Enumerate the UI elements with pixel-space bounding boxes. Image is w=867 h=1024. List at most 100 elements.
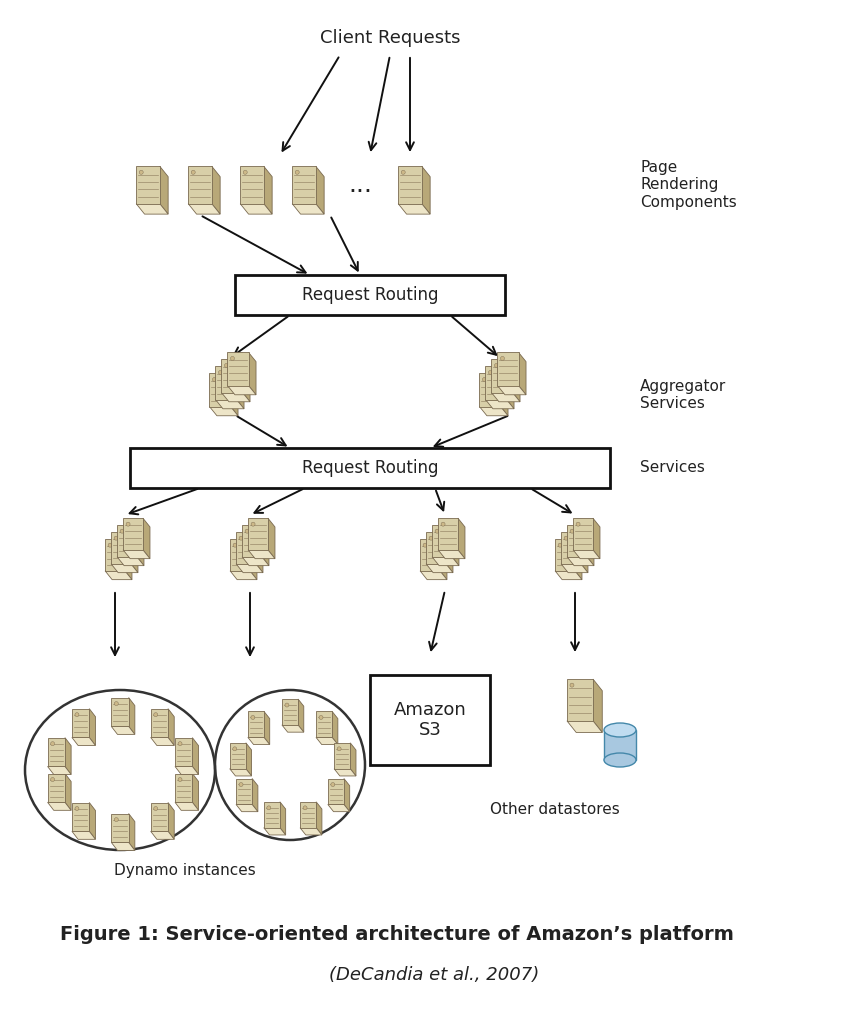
- Polygon shape: [426, 532, 446, 564]
- Polygon shape: [438, 518, 458, 550]
- Text: Request Routing: Request Routing: [302, 286, 438, 304]
- Circle shape: [178, 741, 182, 745]
- Polygon shape: [316, 802, 322, 835]
- Polygon shape: [111, 564, 138, 572]
- Circle shape: [251, 522, 255, 526]
- Circle shape: [337, 746, 341, 751]
- Polygon shape: [48, 737, 65, 767]
- Text: Other datastores: Other datastores: [490, 803, 620, 817]
- Polygon shape: [111, 697, 128, 726]
- Polygon shape: [117, 525, 137, 557]
- Polygon shape: [175, 737, 192, 767]
- Circle shape: [435, 529, 439, 534]
- Polygon shape: [192, 773, 199, 810]
- Circle shape: [429, 537, 434, 541]
- Polygon shape: [506, 367, 514, 409]
- Polygon shape: [452, 525, 459, 565]
- Circle shape: [75, 713, 79, 717]
- Circle shape: [126, 522, 130, 526]
- Polygon shape: [573, 550, 600, 559]
- Circle shape: [153, 713, 158, 717]
- Circle shape: [245, 529, 249, 534]
- Polygon shape: [486, 399, 514, 409]
- Circle shape: [232, 746, 237, 751]
- Polygon shape: [111, 726, 135, 734]
- Circle shape: [267, 806, 271, 810]
- Polygon shape: [216, 399, 244, 409]
- Circle shape: [233, 543, 237, 547]
- Circle shape: [114, 701, 118, 706]
- Polygon shape: [300, 827, 322, 835]
- Circle shape: [251, 716, 255, 720]
- Polygon shape: [65, 737, 71, 774]
- Polygon shape: [498, 352, 518, 386]
- Polygon shape: [268, 518, 275, 559]
- Polygon shape: [567, 721, 603, 732]
- Polygon shape: [168, 709, 174, 745]
- Polygon shape: [216, 367, 237, 399]
- Circle shape: [500, 356, 505, 360]
- Polygon shape: [316, 712, 332, 737]
- Polygon shape: [111, 843, 135, 850]
- Polygon shape: [192, 737, 199, 774]
- Polygon shape: [250, 540, 257, 580]
- Polygon shape: [151, 737, 174, 745]
- Circle shape: [482, 378, 486, 382]
- Polygon shape: [123, 550, 150, 559]
- Circle shape: [494, 364, 499, 368]
- Polygon shape: [111, 814, 128, 843]
- Polygon shape: [492, 359, 512, 392]
- Polygon shape: [561, 564, 588, 572]
- Polygon shape: [227, 352, 249, 386]
- Polygon shape: [432, 557, 459, 565]
- Text: Figure 1: Service-oriented architecture of Amazon’s platform: Figure 1: Service-oriented architecture …: [60, 926, 733, 944]
- Circle shape: [192, 170, 195, 174]
- Circle shape: [225, 364, 229, 368]
- Ellipse shape: [604, 723, 636, 737]
- Polygon shape: [212, 166, 220, 214]
- Polygon shape: [48, 803, 71, 810]
- Polygon shape: [298, 699, 303, 732]
- Polygon shape: [492, 392, 520, 401]
- Polygon shape: [344, 778, 349, 812]
- Polygon shape: [105, 540, 125, 570]
- Polygon shape: [72, 831, 95, 840]
- Circle shape: [488, 371, 492, 375]
- Polygon shape: [252, 778, 257, 812]
- Polygon shape: [137, 525, 144, 565]
- Polygon shape: [420, 570, 447, 580]
- Polygon shape: [128, 697, 135, 734]
- Polygon shape: [249, 352, 256, 395]
- Polygon shape: [421, 166, 430, 214]
- Polygon shape: [65, 773, 71, 810]
- Polygon shape: [292, 204, 324, 214]
- Polygon shape: [567, 557, 594, 565]
- Circle shape: [212, 378, 217, 382]
- Polygon shape: [587, 525, 594, 565]
- Polygon shape: [486, 367, 506, 399]
- Polygon shape: [438, 550, 465, 559]
- Polygon shape: [72, 709, 89, 737]
- Polygon shape: [561, 532, 581, 564]
- Circle shape: [218, 371, 223, 375]
- Polygon shape: [240, 204, 272, 214]
- Polygon shape: [221, 392, 250, 401]
- Ellipse shape: [604, 753, 636, 767]
- Polygon shape: [575, 540, 582, 580]
- Bar: [604, 730, 636, 760]
- Polygon shape: [175, 803, 199, 810]
- Polygon shape: [573, 518, 593, 550]
- Polygon shape: [248, 737, 270, 744]
- Circle shape: [178, 777, 182, 781]
- Polygon shape: [210, 374, 231, 407]
- Circle shape: [114, 537, 118, 541]
- Polygon shape: [300, 802, 316, 827]
- Polygon shape: [292, 166, 316, 204]
- Circle shape: [576, 522, 580, 526]
- Polygon shape: [151, 709, 168, 737]
- Polygon shape: [398, 166, 421, 204]
- Polygon shape: [175, 767, 199, 774]
- Polygon shape: [282, 725, 303, 732]
- Circle shape: [153, 807, 158, 811]
- Text: Dynamo instances: Dynamo instances: [114, 862, 256, 878]
